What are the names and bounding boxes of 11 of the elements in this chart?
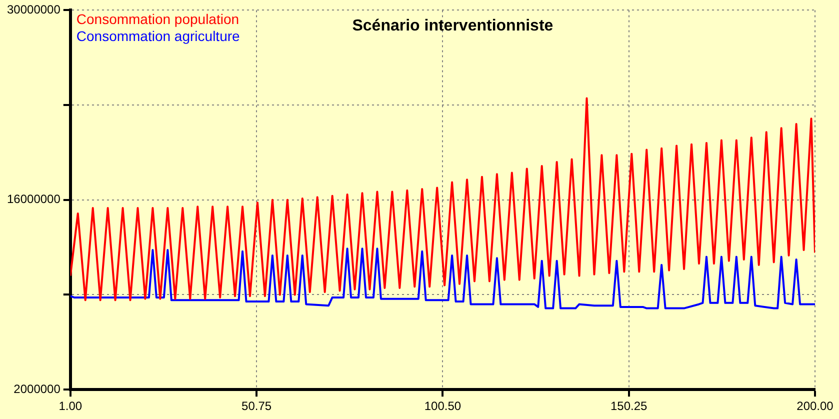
y-tick-label: 30000000 (7, 2, 61, 17)
text: Consommation agriculture (76, 28, 240, 44)
text: Consommation population (76, 11, 240, 28)
y-tick-label: 16000000 (7, 192, 61, 206)
x-tick-label: 100.50 (424, 399, 462, 414)
y-tick-label: 2000000 (14, 382, 61, 396)
x-tick-label: 50.75 (242, 399, 272, 414)
x-tick-label: 1.00 (58, 399, 82, 414)
x-tick-label: 150.25 (610, 399, 648, 414)
x-tick-label: 200.00 (796, 399, 834, 414)
text: Scénario interventionniste (352, 18, 554, 35)
